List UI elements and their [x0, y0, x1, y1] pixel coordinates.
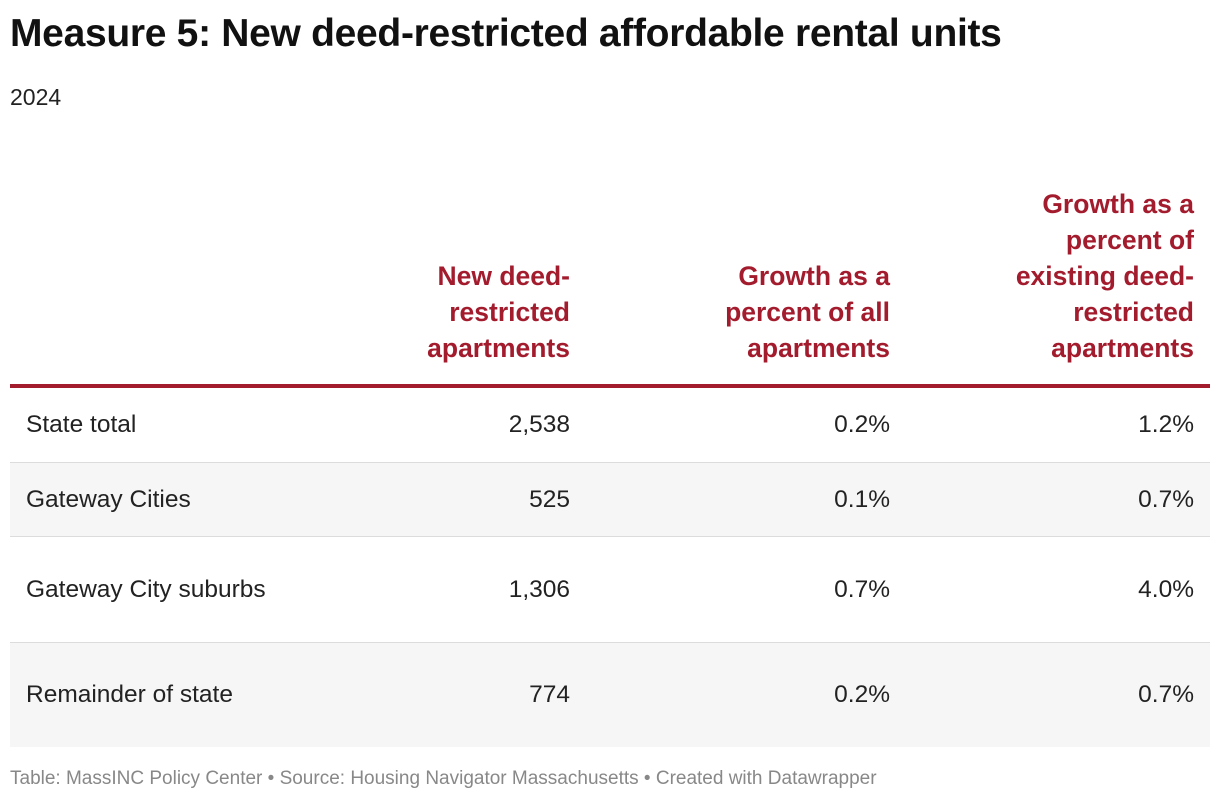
column-header-label[interactable] — [10, 168, 310, 388]
cell-new-apartments: 2,538 — [310, 386, 570, 463]
chart-subtitle: 2024 — [10, 84, 62, 110]
table-row: Gateway City suburbs 1,306 0.7% 4.0% — [10, 536, 1210, 643]
column-header-growth-existing[interactable]: Growth as a percent of existing deed-res… — [890, 168, 1210, 388]
footer-credits: Table: MassINC Policy Center • Source: H… — [10, 768, 877, 789]
cell-new-apartments: 525 — [310, 462, 570, 537]
chart-title: Measure 5: New deed-restricted affordabl… — [10, 12, 1002, 55]
row-label: State total — [10, 386, 310, 463]
table-row: Remainder of state 774 0.2% 0.7% — [10, 642, 1210, 747]
row-label: Gateway City suburbs — [10, 536, 310, 643]
cell-growth-all: 0.1% — [570, 462, 890, 537]
row-label: Gateway Cities — [10, 462, 310, 537]
data-table: New deed-restricted apartments Growth as… — [10, 168, 1210, 747]
cell-growth-existing: 0.7% — [890, 462, 1210, 537]
cell-growth-all: 0.2% — [570, 386, 890, 463]
cell-growth-existing: 4.0% — [890, 536, 1210, 643]
table-header-row: New deed-restricted apartments Growth as… — [10, 168, 1210, 388]
table-row: State total 2,538 0.2% 1.2% — [10, 386, 1210, 463]
cell-growth-existing: 0.7% — [890, 642, 1210, 747]
cell-growth-all: 0.2% — [570, 642, 890, 747]
cell-growth-all: 0.7% — [570, 536, 890, 643]
column-header-new-apartments[interactable]: New deed-restricted apartments — [310, 168, 570, 388]
table-row: Gateway Cities 525 0.1% 0.7% — [10, 462, 1210, 537]
cell-growth-existing: 1.2% — [890, 386, 1210, 463]
cell-new-apartments: 774 — [310, 642, 570, 747]
cell-new-apartments: 1,306 — [310, 536, 570, 643]
column-header-growth-all[interactable]: Growth as a percent of all apartments — [570, 168, 890, 388]
row-label: Remainder of state — [10, 642, 310, 747]
